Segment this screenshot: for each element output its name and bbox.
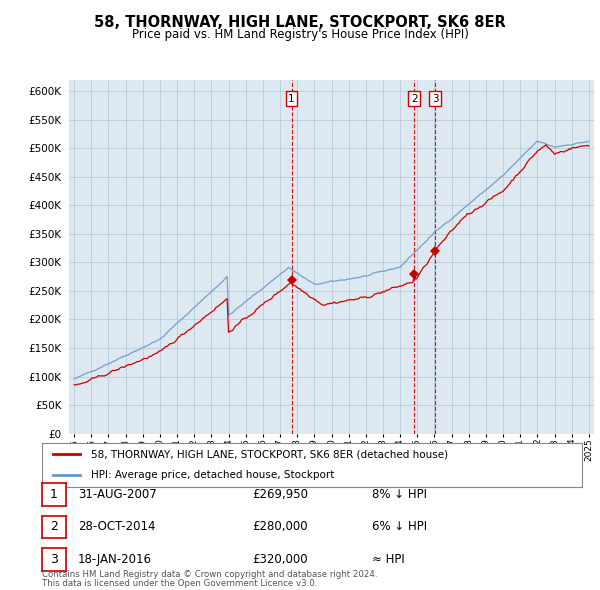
Text: 28-OCT-2014: 28-OCT-2014 bbox=[78, 520, 155, 533]
Text: 1: 1 bbox=[288, 94, 295, 104]
Text: This data is licensed under the Open Government Licence v3.0.: This data is licensed under the Open Gov… bbox=[42, 579, 317, 588]
Text: 3: 3 bbox=[50, 553, 58, 566]
Text: £280,000: £280,000 bbox=[252, 520, 308, 533]
Text: 1: 1 bbox=[50, 488, 58, 501]
Text: £320,000: £320,000 bbox=[252, 553, 308, 566]
Text: Price paid vs. HM Land Registry's House Price Index (HPI): Price paid vs. HM Land Registry's House … bbox=[131, 28, 469, 41]
Text: ≈ HPI: ≈ HPI bbox=[372, 553, 405, 566]
Text: 58, THORNWAY, HIGH LANE, STOCKPORT, SK6 8ER (detached house): 58, THORNWAY, HIGH LANE, STOCKPORT, SK6 … bbox=[91, 449, 448, 459]
Text: 18-JAN-2016: 18-JAN-2016 bbox=[78, 553, 152, 566]
Text: 58, THORNWAY, HIGH LANE, STOCKPORT, SK6 8ER: 58, THORNWAY, HIGH LANE, STOCKPORT, SK6 … bbox=[94, 15, 506, 30]
Text: 3: 3 bbox=[432, 94, 439, 104]
Text: 2: 2 bbox=[411, 94, 418, 104]
Text: 31-AUG-2007: 31-AUG-2007 bbox=[78, 488, 157, 501]
Text: HPI: Average price, detached house, Stockport: HPI: Average price, detached house, Stoc… bbox=[91, 470, 334, 480]
Text: Contains HM Land Registry data © Crown copyright and database right 2024.: Contains HM Land Registry data © Crown c… bbox=[42, 571, 377, 579]
Text: 6% ↓ HPI: 6% ↓ HPI bbox=[372, 520, 427, 533]
Text: 2: 2 bbox=[50, 520, 58, 533]
Text: £269,950: £269,950 bbox=[252, 488, 308, 501]
Text: 8% ↓ HPI: 8% ↓ HPI bbox=[372, 488, 427, 501]
